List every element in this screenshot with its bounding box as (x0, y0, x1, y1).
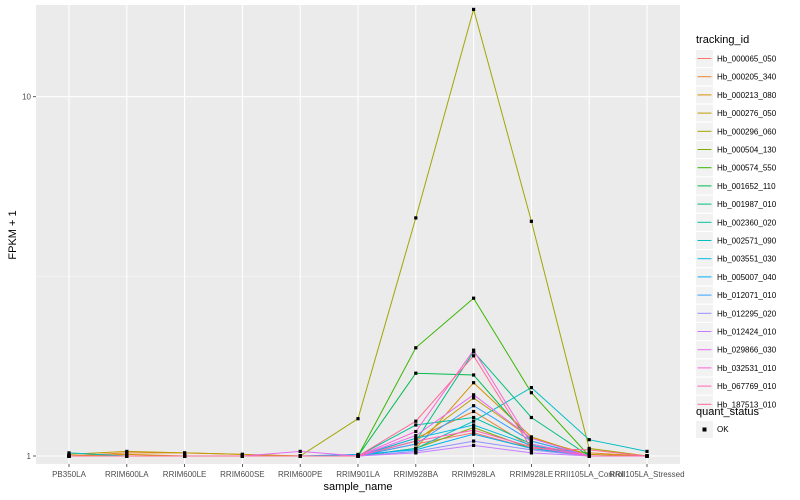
legend-item-label: Hb_000504_130 (717, 146, 777, 155)
legend: tracking_id Hb_000065_050Hb_000205_340Hb… (696, 34, 777, 438)
y-axis: 1 10 (22, 93, 36, 461)
data-point (414, 429, 418, 434)
legend-items: Hb_000065_050 Hb_000205_340 Hb_000213_080 H… (696, 50, 777, 413)
data-point (298, 449, 302, 453)
data-point (472, 296, 476, 300)
legend-item-label: Hb_001652_110 (717, 182, 776, 191)
x-tick-label: RRII105LA_Stressed (609, 470, 684, 479)
x-tick-label: RRIM600PE (278, 470, 322, 479)
data-point (529, 439, 533, 443)
data-point (472, 393, 476, 397)
data-point (356, 417, 360, 421)
legend-item-label: Hb_012424_010 (717, 328, 777, 337)
legend-shape-label: OK (717, 425, 729, 434)
data-point (414, 419, 418, 423)
x-axis-title: sample_name (323, 481, 392, 493)
data-point (472, 432, 476, 436)
data-point (529, 386, 533, 390)
data-point (414, 439, 418, 443)
data-point (298, 454, 302, 458)
data-point (529, 446, 533, 450)
data-point (529, 436, 533, 440)
x-tick-label: RRII105LA_Control (555, 470, 625, 479)
legend-item-label: Hb_000065_050 (717, 55, 777, 64)
legend-item-label: Hb_012295_020 (717, 309, 777, 318)
legend-item-label: Hb_000276_050 (717, 109, 777, 118)
data-point (529, 451, 533, 455)
data-point (529, 219, 533, 223)
legend-title: tracking_id (696, 34, 749, 46)
y-tick-label: 10 (22, 93, 31, 102)
legend-item-label: Hb_000574_550 (717, 164, 777, 173)
data-point (472, 419, 476, 423)
data-point (472, 348, 476, 352)
data-point (183, 454, 187, 458)
legend-shape-symbol (702, 427, 707, 432)
x-tick-label: RRIM901LA (336, 470, 380, 479)
data-point (472, 373, 476, 377)
data-point (414, 442, 418, 446)
y-tick-label: 1 (27, 452, 32, 461)
data-point (356, 454, 360, 458)
series-points (67, 7, 649, 458)
legend-item-label: Hb_032531_010 (717, 364, 777, 373)
x-tick-label: RRIM928LE (510, 470, 554, 479)
data-point (472, 7, 476, 11)
x-tick-label: RRIM600LA (105, 470, 149, 479)
data-point (472, 409, 476, 414)
legend-item-label: Hb_000213_080 (717, 91, 777, 100)
data-point (472, 439, 476, 443)
data-point (414, 216, 418, 220)
data-point (645, 454, 649, 458)
data-point (414, 346, 418, 350)
legend-item-label: Hb_002360_020 (717, 218, 777, 227)
data-point (472, 423, 476, 427)
legend-item-label: Hb_000205_340 (717, 73, 777, 82)
legend-item-label: Hb_000296_060 (717, 127, 777, 136)
data-point (472, 428, 476, 432)
x-axis: PB350LA RRIM600LA RRIM600LE RRIM600SE RRIM60… (52, 464, 685, 479)
data-point (125, 449, 129, 453)
x-tick-label: RRIM600LE (163, 470, 207, 479)
legend-item-label: Hb_029866_030 (717, 346, 777, 355)
legend-item-label: Hb_003551_030 (717, 255, 777, 264)
data-point (414, 371, 418, 375)
x-tick-label: PB350LA (52, 470, 86, 479)
data-point (587, 438, 591, 442)
x-tick-label: RRIM928LA (452, 470, 496, 479)
data-point (472, 443, 476, 447)
legend-item-label: Hb_187513_010 (717, 400, 777, 409)
data-point (472, 404, 476, 408)
legend-item-label: Hb_067769_010 (717, 382, 777, 391)
data-point (472, 381, 476, 385)
legend-item-label: Hb_001987_010 (717, 200, 777, 209)
data-point (645, 449, 649, 453)
data-point (529, 391, 533, 395)
legend-item-label: Hb_002571_090 (717, 237, 777, 246)
data-point (414, 451, 418, 455)
data-point (125, 454, 129, 458)
data-point (472, 396, 476, 400)
x-tick-label: RRIM928BA (394, 470, 439, 479)
data-point (587, 454, 591, 458)
data-point (67, 451, 71, 455)
data-point (529, 442, 533, 446)
legend-item-label: Hb_005007_040 (717, 273, 777, 282)
data-point (67, 454, 71, 458)
data-point (529, 415, 533, 420)
legend-shape-title: quant_status (696, 406, 759, 418)
data-point (587, 448, 591, 452)
x-tick-label: RRIM600SE (220, 470, 264, 479)
data-point (414, 434, 418, 438)
data-point (183, 451, 187, 455)
data-point (414, 423, 418, 427)
legend-item-label: Hb_012071_010 (717, 291, 777, 300)
data-point (472, 415, 476, 420)
data-point (240, 454, 244, 458)
data-point (414, 436, 418, 440)
data-point (472, 354, 476, 358)
y-axis-title: FPKM + 1 (7, 210, 19, 259)
data-point (472, 425, 476, 430)
